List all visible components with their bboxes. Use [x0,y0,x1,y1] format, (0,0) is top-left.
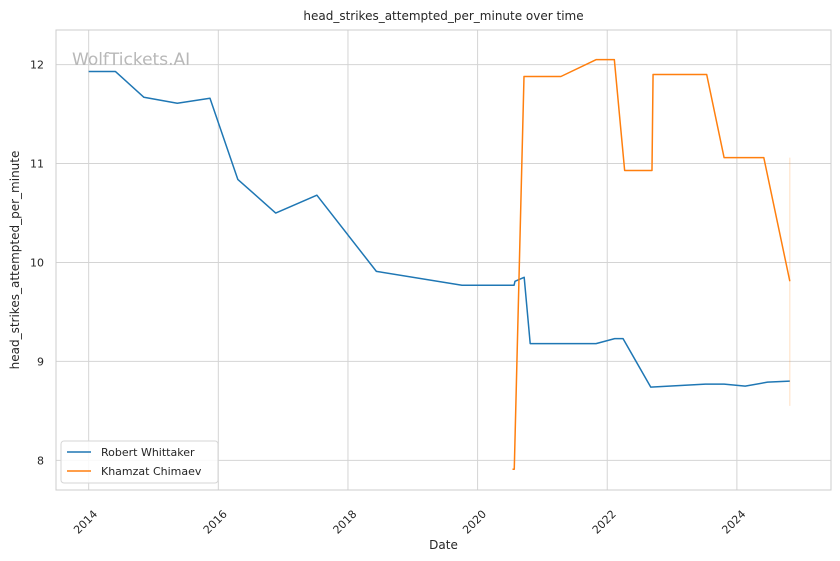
x-tick-label: 2020 [460,508,489,537]
legend-box [60,440,219,484]
series-layer [88,58,791,470]
watermark: WolfTickets.AI [72,50,190,70]
x-axis-title: Date [429,538,458,552]
legend-label: Robert Whittaker [101,446,195,459]
legend-label: Khamzat Chimaev [101,465,202,478]
x-tick-label: 2018 [331,508,360,537]
legend: Robert Whittaker Khamzat Chimaev [60,440,219,484]
plot-frame [55,29,832,491]
x-axis-ticks: 2014 2016 2018 2020 2022 2024 [71,508,748,537]
chart-title: head_strikes_attempted_per_minute over t… [303,9,583,23]
y-tick-label: 8 [37,454,44,467]
series-line [512,58,791,470]
y-tick-label: 10 [30,256,44,269]
y-tick-label: 9 [37,355,44,368]
x-tick-label: 2024 [719,508,748,537]
y-axis-ticks: 8 9 10 11 12 [30,59,44,468]
y-axis-title: head_strikes_attempted_per_minute [8,151,22,370]
x-tick-label: 2014 [71,508,100,537]
y-tick-label: 12 [30,59,44,72]
x-tick-label: 2022 [590,508,619,537]
plot-area-background [56,30,831,490]
x-tick-label: 2016 [201,508,230,537]
y-tick-label: 11 [30,158,44,171]
